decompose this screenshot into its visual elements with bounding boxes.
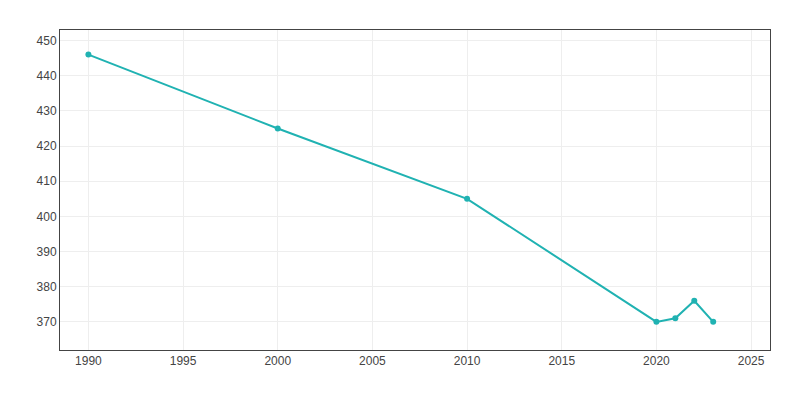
svg-text:430: 430	[37, 104, 57, 118]
svg-text:420: 420	[37, 139, 57, 153]
svg-text:410: 410	[37, 174, 57, 188]
svg-text:450: 450	[37, 34, 57, 48]
svg-text:380: 380	[37, 280, 57, 294]
svg-text:2005: 2005	[359, 354, 386, 368]
svg-text:440: 440	[37, 69, 57, 83]
svg-text:1990: 1990	[75, 354, 102, 368]
svg-text:1995: 1995	[170, 354, 197, 368]
svg-text:400: 400	[37, 210, 57, 224]
svg-text:2025: 2025	[738, 354, 765, 368]
svg-text:370: 370	[37, 315, 57, 329]
svg-text:2000: 2000	[264, 354, 291, 368]
svg-text:2020: 2020	[643, 354, 670, 368]
svg-text:2010: 2010	[454, 354, 481, 368]
svg-text:2015: 2015	[548, 354, 575, 368]
svg-text:390: 390	[37, 245, 57, 259]
